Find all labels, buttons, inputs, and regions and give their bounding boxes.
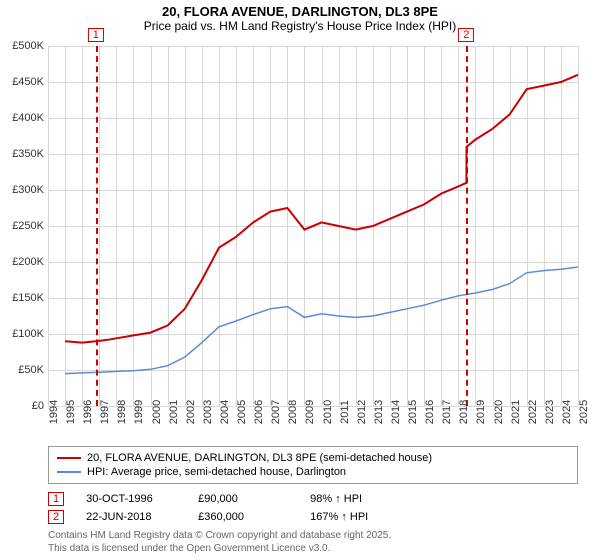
x-tick-label: 2015 (407, 400, 419, 424)
credits: Contains HM Land Registry data © Crown c… (48, 530, 391, 555)
plot-svg (48, 46, 578, 406)
event-marker-line (466, 46, 468, 406)
x-tick-label: 2022 (527, 400, 539, 424)
x-tick-label: 2001 (168, 400, 180, 424)
y-tick-label: £200K (12, 256, 44, 268)
sale-hpi: 167% ↑ HPI (310, 511, 400, 523)
y-tick-label: £250K (12, 220, 44, 232)
chart-container: 20, FLORA AVENUE, DARLINGTON, DL3 8PE Pr… (0, 0, 600, 560)
sale-row: 2 22-JUN-2018 £360,000 167% ↑ HPI (48, 508, 578, 526)
y-tick-label: £50K (18, 364, 44, 376)
x-tick-label: 2021 (510, 400, 522, 424)
sale-hpi: 98% ↑ HPI (310, 493, 400, 505)
y-tick-label: £0 (32, 400, 44, 412)
y-tick-label: £500K (12, 40, 44, 52)
event-marker-label: 1 (88, 28, 104, 42)
event-marker-label: 2 (458, 28, 474, 42)
legend-item: HPI: Average price, semi-detached house,… (57, 465, 569, 479)
legend-swatch (57, 471, 81, 473)
y-axis: £0£50K£100K£150K£200K£250K£300K£350K£400… (0, 46, 48, 406)
y-tick-label: £150K (12, 292, 44, 304)
sale-marker: 1 (48, 492, 64, 506)
x-tick-label: 1994 (48, 400, 60, 424)
x-tick-label: 2018 (458, 400, 470, 424)
x-tick-label: 2023 (544, 400, 556, 424)
sale-price: £90,000 (198, 493, 288, 505)
x-tick-label: 2010 (322, 400, 334, 424)
credits-line2: This data is licensed under the Open Gov… (48, 543, 391, 556)
x-tick-label: 2004 (219, 400, 231, 424)
sales-table: 1 30-OCT-1996 £90,000 98% ↑ HPI 2 22-JUN-2018… (48, 490, 578, 526)
legend-label: HPI: Average price, semi-detached house,… (87, 466, 346, 478)
x-tick-label: 2013 (373, 400, 385, 424)
x-tick-label: 2005 (236, 400, 248, 424)
legend: 20, FLORA AVENUE, DARLINGTON, DL3 8PE (s… (48, 446, 578, 484)
legend-swatch (57, 457, 81, 459)
x-tick-label: 2003 (202, 400, 214, 424)
sale-price: £360,000 (198, 511, 288, 523)
x-tick-label: 2017 (441, 400, 453, 424)
x-tick-label: 1996 (82, 400, 94, 424)
x-tick-label: 2014 (390, 400, 402, 424)
x-tick-label: 2009 (304, 400, 316, 424)
x-tick-label: 2025 (578, 400, 590, 424)
series-line (65, 75, 578, 343)
plot-area: 12 (48, 46, 578, 406)
event-marker-line (96, 46, 98, 406)
x-tick-label: 2016 (424, 400, 436, 424)
x-tick-label: 2011 (339, 400, 351, 424)
y-tick-label: £350K (12, 148, 44, 160)
x-axis: 1994199519961997199819992000200120022003… (48, 408, 578, 440)
x-tick-label: 2006 (253, 400, 265, 424)
x-tick-label: 1998 (116, 400, 128, 424)
x-tick-label: 2007 (270, 400, 282, 424)
x-tick-label: 2024 (561, 400, 573, 424)
credits-line1: Contains HM Land Registry data © Crown c… (48, 530, 391, 543)
x-tick-label: 2008 (287, 400, 299, 424)
x-tick-label: 1999 (133, 400, 145, 424)
series-line (65, 267, 578, 374)
sale-date: 30-OCT-1996 (86, 493, 176, 505)
x-tick-label: 2012 (356, 400, 368, 424)
x-tick-label: 1997 (99, 400, 111, 424)
y-tick-label: £300K (12, 184, 44, 196)
legend-label: 20, FLORA AVENUE, DARLINGTON, DL3 8PE (s… (87, 452, 432, 464)
x-tick-label: 2020 (493, 400, 505, 424)
y-tick-label: £400K (12, 112, 44, 124)
x-tick-label: 2019 (475, 400, 487, 424)
x-tick-label: 2000 (151, 400, 163, 424)
y-tick-label: £450K (12, 76, 44, 88)
legend-item: 20, FLORA AVENUE, DARLINGTON, DL3 8PE (s… (57, 451, 569, 465)
chart-title: 20, FLORA AVENUE, DARLINGTON, DL3 8PE (0, 4, 600, 19)
x-tick-label: 2002 (185, 400, 197, 424)
y-tick-label: £100K (12, 328, 44, 340)
x-tick-label: 1995 (65, 400, 77, 424)
sale-date: 22-JUN-2018 (86, 511, 176, 523)
sale-marker: 2 (48, 510, 64, 524)
sale-row: 1 30-OCT-1996 £90,000 98% ↑ HPI (48, 490, 578, 508)
